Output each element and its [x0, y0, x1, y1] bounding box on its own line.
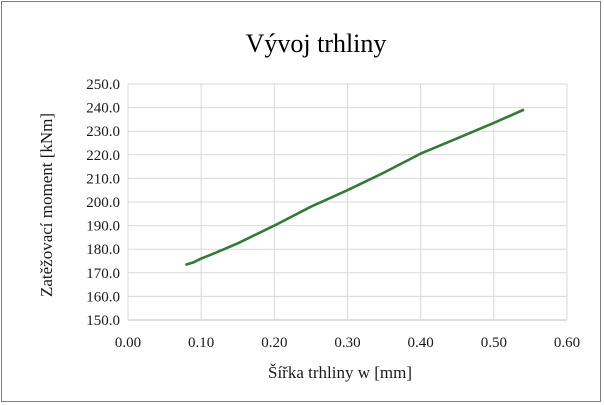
grid	[127, 83, 568, 321]
chart-title: Vývoj trhliny	[246, 29, 387, 58]
y-tick-label: 170.0	[86, 266, 120, 282]
x-tick-label: 0.50	[481, 335, 507, 351]
y-tick-label: 250.0	[86, 77, 120, 93]
x-tick-label: 0.00	[115, 335, 141, 351]
x-tick-label: 0.20	[261, 335, 287, 351]
x-tick-label: 0.30	[334, 335, 360, 351]
series-layer	[185, 108, 525, 266]
x-tick-label: 0.40	[408, 335, 434, 351]
y-axis-title: Zatěžovací moment [kNm]	[37, 113, 56, 297]
y-tick-label: 200.0	[86, 195, 120, 211]
x-axis-title: Šířka trhliny w [mm]	[268, 363, 412, 382]
y-tick-label: 190.0	[86, 219, 120, 235]
y-tick-label: 220.0	[86, 148, 120, 164]
y-tick-label: 210.0	[86, 171, 120, 187]
y-tick-label: 160.0	[86, 289, 120, 305]
tick-labels: 150.0 160.0 170.0 180.0 190.0 200.0 210.0 220.0…	[86, 77, 580, 351]
x-tick-label: 0.60	[554, 335, 580, 351]
y-tick-label: 230.0	[86, 124, 120, 140]
x-tick-label: 0.10	[188, 335, 214, 351]
y-tick-label: 150.0	[86, 313, 120, 329]
y-tick-label: 240.0	[86, 101, 120, 117]
y-tick-label: 180.0	[86, 242, 120, 258]
series-line-1	[185, 108, 525, 266]
